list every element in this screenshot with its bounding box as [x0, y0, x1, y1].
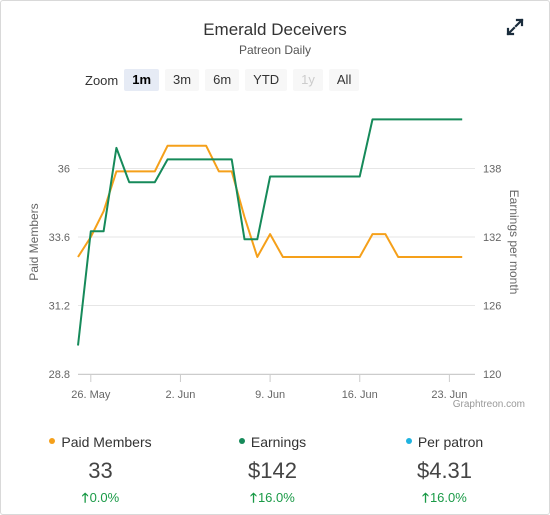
zoom-label: Zoom [85, 72, 119, 88]
earnings-dot-icon [238, 438, 245, 445]
y-right-tick-label: 126 [483, 301, 501, 313]
stat-label: Paid Members [61, 434, 152, 450]
stat-earnings: Earnings $142 🡑16.0% [181, 432, 364, 511]
zoom-button-1y: 1y [293, 69, 323, 91]
y-right-tick-label: 138 [483, 164, 501, 176]
y-left-tick-label: 31.2 [49, 301, 70, 313]
zoom-button-all[interactable]: All [328, 69, 360, 91]
stat-value: $4.31 [416, 458, 473, 483]
stat-paid-members: Paid Members 33 🡑0.0% [9, 432, 192, 511]
y-right-tick-label: 120 [483, 369, 501, 381]
series-line-earnings [77, 118, 463, 346]
y-left-axis-title: Paid Members [27, 203, 41, 280]
y-left-tick-label: 33.6 [49, 232, 70, 244]
stat-label: Earnings [250, 434, 307, 450]
chart-labels: 28.8 31.2 33.6 36 120 126 132 138 26. May 2. Jun 9… [27, 164, 525, 411]
zoom-button-6m[interactable]: 6m [205, 69, 240, 91]
line-chart: 28.8 31.2 33.6 36 120 126 132 138 26. May 2. Jun 9… [27, 118, 525, 411]
paid-members-dot-icon [49, 438, 56, 445]
stat-value: $142 [248, 458, 297, 483]
expand-arrows-icon[interactable] [506, 18, 524, 36]
x-tick-label: 23. Jun [431, 389, 467, 401]
x-tick-label: 9. Jun [255, 389, 285, 401]
series-line-paid-members [77, 144, 463, 258]
arrow-up-icon: 🡑 [250, 490, 257, 505]
x-tick-label: 16. Jun [342, 389, 378, 401]
y-right-axis-title: Earnings per month [507, 190, 521, 295]
y-left-tick-label: 28.8 [49, 369, 70, 381]
chart-series [77, 118, 463, 346]
zoom-controls: Zoom 1m 3m 6m YTD 1y All [85, 69, 365, 91]
stat-label: Per patron [417, 434, 484, 450]
per-patron-dot-icon [405, 438, 412, 445]
y-right-tick-label: 132 [483, 232, 501, 244]
zoom-button-3m[interactable]: 3m [165, 69, 200, 91]
y-left-tick-label: 36 [58, 164, 70, 176]
stat-value: 33 [88, 458, 113, 483]
chart-subtitle: Patreon Daily [238, 43, 312, 57]
stat-change: 🡑16.0% [250, 490, 295, 505]
x-tick-label: 2. Jun [165, 389, 195, 401]
arrow-up-icon: 🡑 [422, 490, 429, 505]
credit-label: Graphtreon.com [453, 399, 525, 410]
stat-change: 🡑16.0% [422, 490, 467, 505]
chart-grid [78, 168, 475, 382]
stat-change: 🡑0.0% [81, 490, 120, 505]
x-tick-label: 26. May [71, 389, 111, 401]
arrow-up-icon: 🡑 [81, 490, 89, 505]
chart-title: Emerald Deceivers [203, 20, 347, 39]
stat-per-patron: Per patron $4.31 🡑16.0% [353, 432, 536, 511]
zoom-button-ytd[interactable]: YTD [245, 69, 288, 91]
zoom-button-1m[interactable]: 1m [124, 69, 160, 91]
